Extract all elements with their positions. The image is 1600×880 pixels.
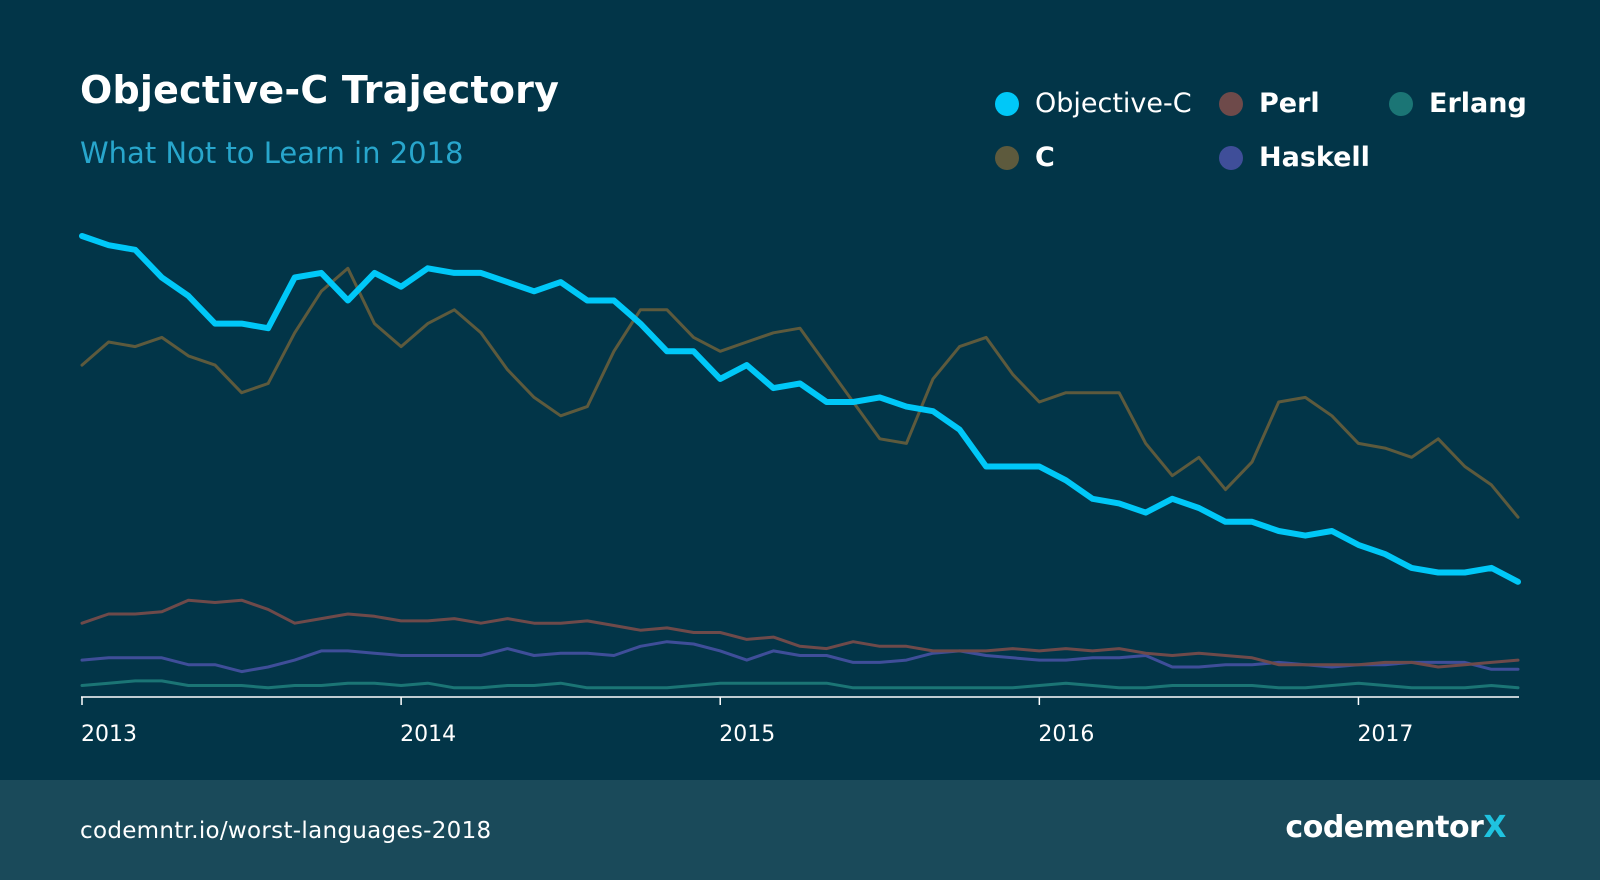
brand-logo: codementorX <box>1285 810 1506 845</box>
legend-dot-objective-c <box>995 91 1019 116</box>
x-tick-label: 2016 <box>1038 722 1094 747</box>
brand-name: codementor <box>1285 810 1484 845</box>
legend-label-c: C <box>1035 142 1055 173</box>
legend-item-c[interactable]: C <box>995 142 1055 173</box>
legend-item-erlang[interactable]: Erlang <box>1389 88 1527 119</box>
legend-item-perl[interactable]: Perl <box>1219 88 1320 119</box>
legend-dot-perl <box>1219 91 1243 116</box>
chart-subtitle: What Not to Learn in 2018 <box>80 136 464 170</box>
series-line-c[interactable] <box>80 266 1520 519</box>
series-line-perl[interactable] <box>80 598 1520 669</box>
legend-dot-haskell <box>1219 145 1243 170</box>
x-tick-label: 2015 <box>719 722 775 747</box>
series-line-objective-c[interactable] <box>79 233 1521 585</box>
legend-label-haskell: Haskell <box>1259 142 1370 173</box>
legend-dot-c <box>995 145 1019 170</box>
legend-item-objective-c[interactable]: Objective-C <box>995 88 1192 119</box>
legend-dot-erlang <box>1389 91 1413 116</box>
legend-item-haskell[interactable]: Haskell <box>1219 142 1370 173</box>
x-tick-label: 2017 <box>1357 722 1413 747</box>
x-tick-label: 2014 <box>400 722 456 747</box>
series-line-erlang[interactable] <box>80 679 1520 690</box>
legend-label-erlang: Erlang <box>1429 88 1527 119</box>
series-line-haskell[interactable] <box>80 640 1520 674</box>
footer-url[interactable]: codemntr.io/worst-languages-2018 <box>80 818 492 844</box>
footer: codemntr.io/worst-languages-2018 codemen… <box>0 780 1600 880</box>
line-chart: 2013 2014 2015 2016 2017 <box>79 233 1521 747</box>
brand-x: X <box>1483 810 1506 845</box>
legend-label-perl: Perl <box>1259 88 1320 119</box>
chart-title: Objective-C Trajectory <box>80 68 560 112</box>
legend-label-objective-c: Objective-C <box>1035 88 1192 119</box>
x-tick-label: 2013 <box>81 722 137 747</box>
